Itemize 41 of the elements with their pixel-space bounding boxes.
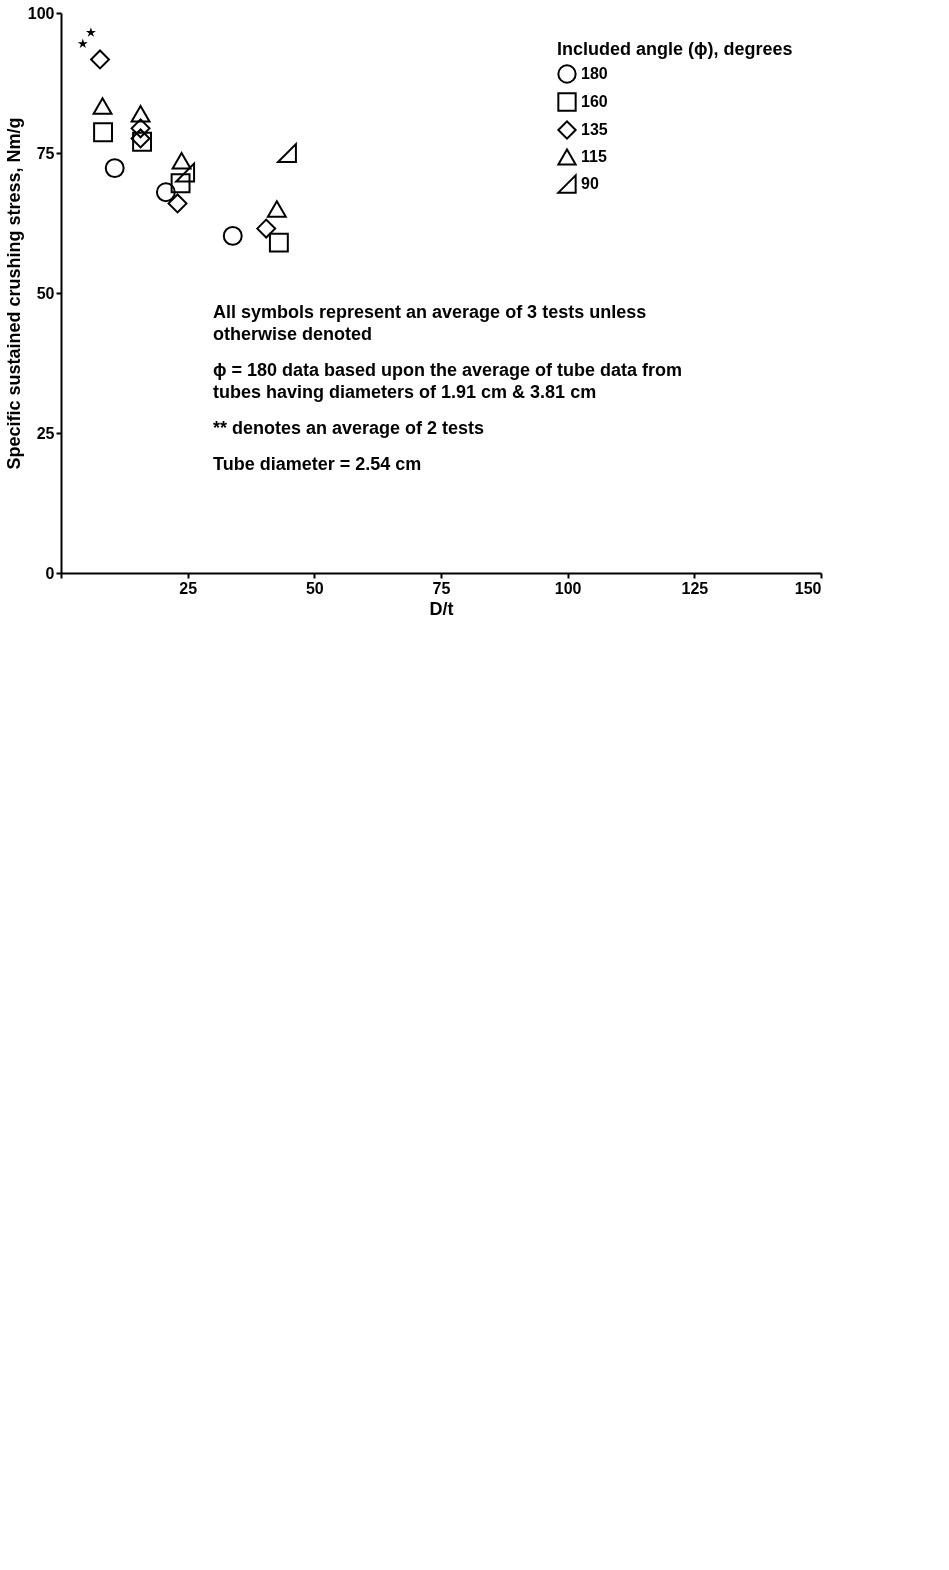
point bbox=[268, 232, 289, 253]
point bbox=[77, 38, 88, 49]
x-tick-label: 100 bbox=[554, 579, 582, 597]
point bbox=[92, 97, 113, 115]
legend-label: 160 bbox=[581, 93, 608, 110]
x-axis-title: D/t bbox=[429, 598, 454, 619]
point bbox=[104, 158, 125, 179]
y-tick-label: 0 bbox=[45, 564, 55, 582]
x-tick-label: 25 bbox=[179, 579, 198, 597]
point bbox=[90, 49, 110, 70]
legend-label: 180 bbox=[581, 65, 608, 82]
annotation: All symbols represent an average of 3 tests unless otherwise denoted bbox=[213, 302, 647, 344]
annotation: Tube diameter = 2.54 cm bbox=[213, 454, 422, 474]
x-tick-label: 75 bbox=[432, 579, 451, 597]
point bbox=[171, 152, 192, 170]
point bbox=[170, 173, 191, 194]
legend-label: 90 bbox=[581, 175, 599, 192]
point bbox=[130, 105, 151, 123]
point bbox=[155, 182, 176, 203]
point bbox=[85, 27, 96, 37]
legend-title: Included angle (ϕ), degrees bbox=[557, 39, 793, 59]
y-tick-label: 75 bbox=[36, 144, 55, 162]
annotation: ϕ = 180 data based upon the average of tube data from tubes having diameters of 1.91 cm & 3.81 cm bbox=[213, 360, 683, 402]
point bbox=[256, 218, 277, 239]
y-tick-label: 25 bbox=[36, 424, 55, 442]
point bbox=[266, 200, 287, 218]
legend-label: 135 bbox=[581, 121, 608, 138]
point bbox=[130, 118, 151, 139]
point bbox=[277, 143, 297, 163]
x-tick-label: 50 bbox=[305, 579, 324, 597]
x-tick-label: 150 bbox=[794, 579, 822, 597]
point bbox=[93, 122, 113, 143]
legend-label: 115 bbox=[581, 148, 607, 165]
y-tick-label: 50 bbox=[36, 284, 55, 302]
point bbox=[175, 162, 196, 183]
y-tick-label: 100 bbox=[27, 4, 55, 22]
point bbox=[167, 193, 188, 214]
annotation: ** denotes an average of 2 tests bbox=[213, 418, 485, 438]
x-tick-label: 125 bbox=[681, 579, 709, 597]
point bbox=[222, 225, 243, 246]
y-axis-title: Specific sustained crushing stress, Nm/g bbox=[3, 117, 24, 470]
